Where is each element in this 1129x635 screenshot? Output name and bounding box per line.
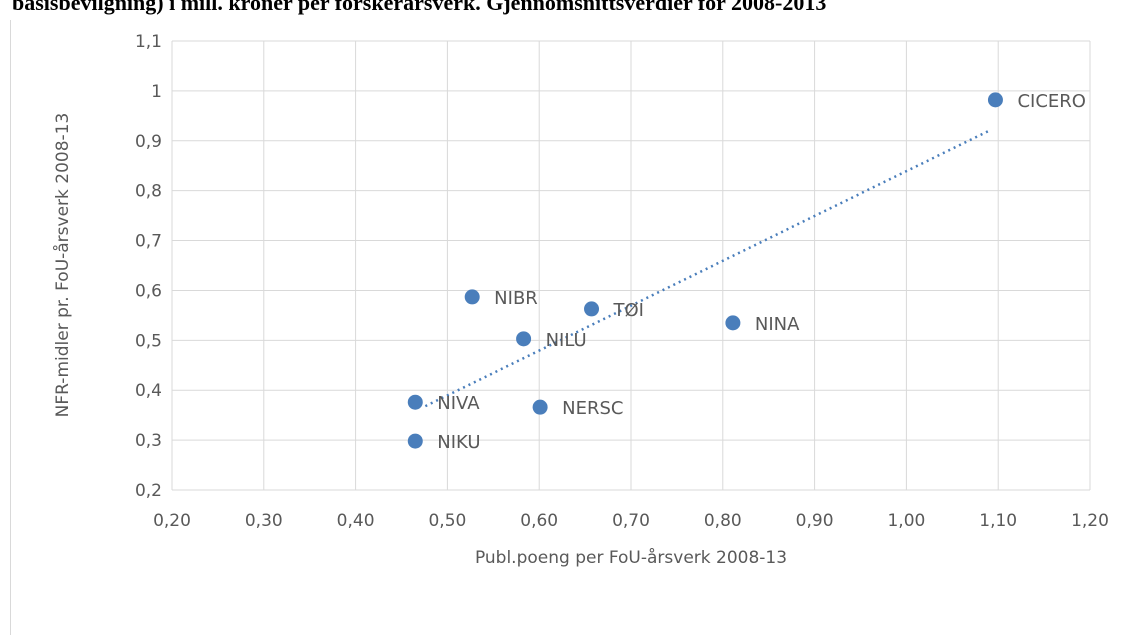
x-tick-label: 0,80 <box>704 511 742 531</box>
x-tick-label: 0,90 <box>796 511 834 531</box>
y-tick-label: 1 <box>151 82 162 102</box>
point-label: NINA <box>755 314 800 335</box>
point <box>725 315 741 331</box>
point-label: NIBR <box>494 288 538 309</box>
y-tick-label: 0,7 <box>135 232 162 252</box>
y-tick-label: 0,9 <box>135 132 162 152</box>
point <box>987 92 1003 108</box>
x-axis-label: Publ.poeng per FoU-årsverk 2008-13 <box>475 547 787 568</box>
point <box>532 399 548 415</box>
x-tick-label: 1,10 <box>979 511 1017 531</box>
x-tick-label: 0,60 <box>520 511 558 531</box>
point <box>584 301 600 317</box>
y-tick-label: 0,3 <box>135 431 162 451</box>
y-tick-label: 0,2 <box>135 481 162 501</box>
point <box>407 433 423 449</box>
y-tick-label: 0,4 <box>135 381 162 401</box>
point-label: TØI <box>613 300 644 321</box>
y-tick-label: 0,6 <box>135 281 162 301</box>
y-tick-label: 1,1 <box>135 32 162 52</box>
chart-title: basisbevilgning) i mill. kroner per fors… <box>12 0 826 15</box>
point-label: NIVA <box>437 393 480 414</box>
x-tick-label: 0,50 <box>428 511 466 531</box>
x-tick-label: 0,40 <box>337 511 375 531</box>
y-axis-label: NFR-midler pr. FoU-årsverk 2008-13 <box>52 113 73 418</box>
x-tick-label: 0,70 <box>612 511 650 531</box>
point-label: NERSC <box>562 398 623 419</box>
x-tick-label: 0,20 <box>153 511 191 531</box>
point <box>516 331 532 347</box>
point-label: NILU <box>546 330 587 351</box>
point-label: CICERO <box>1017 91 1086 112</box>
y-tick-label: 0,5 <box>135 331 162 351</box>
x-tick-label: 1,20 <box>1071 511 1109 531</box>
x-tick-label: 0,30 <box>245 511 283 531</box>
trendline <box>424 129 991 408</box>
point <box>407 394 423 410</box>
x-tick-label: 1,00 <box>887 511 925 531</box>
point <box>464 289 480 305</box>
point-label: NIKU <box>437 432 480 453</box>
y-tick-label: 0,8 <box>135 182 162 202</box>
